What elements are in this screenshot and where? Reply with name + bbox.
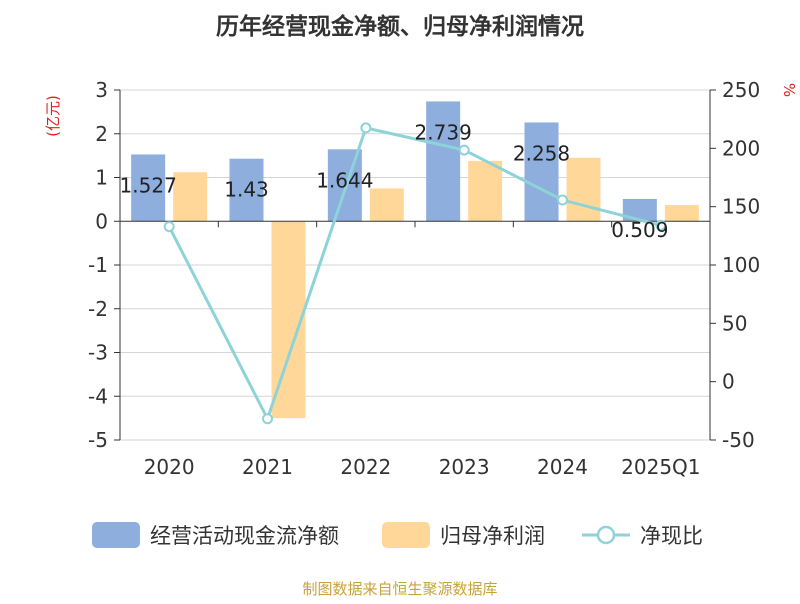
x-tick-label: 2020 xyxy=(144,455,195,479)
y-left-tick-label: -4 xyxy=(88,384,108,408)
y-right-tick-label: 100 xyxy=(722,253,760,277)
legend-swatch xyxy=(92,522,140,548)
bar-operating-cash-flow xyxy=(622,198,657,222)
bars xyxy=(131,101,699,419)
x-tick-label: 2024 xyxy=(537,455,588,479)
y-axis-left-label: (亿元) xyxy=(44,95,62,137)
y-left-tick-label: 2 xyxy=(95,122,108,146)
data-labels: 1.527 1.43 1.644 2.739 2.258 0.509 xyxy=(120,120,669,242)
grid-lines xyxy=(120,89,710,441)
legend-marker xyxy=(596,525,616,545)
bar-operating-cash-flow xyxy=(327,149,362,222)
legend-label: 净现比 xyxy=(640,524,703,548)
axes: 3 2 1 0 -1 -2 -3 -4 -5 250 200 150 100 50 0 -50 2020 2021… xyxy=(88,78,760,479)
y-left-tick-label: -3 xyxy=(88,341,108,365)
y-right-tick-label: 200 xyxy=(722,136,760,160)
ratio-line xyxy=(163,122,667,425)
bar-value-label: 1.644 xyxy=(316,168,373,192)
ratio-point xyxy=(458,144,470,156)
bar-value-label: 1.43 xyxy=(224,178,269,202)
bar-net-profit xyxy=(664,205,699,222)
bar-operating-cash-flow xyxy=(524,122,559,222)
y-right-tick-label: 50 xyxy=(722,311,747,335)
ratio-point xyxy=(557,194,568,206)
x-tick-label: 2023 xyxy=(439,455,490,479)
y-right-tick-label: 0 xyxy=(722,370,735,394)
bar-value-label: 2.739 xyxy=(415,120,472,144)
y-left-tick-label: 1 xyxy=(95,166,108,190)
y-right-tick-label: 250 xyxy=(722,78,760,102)
x-tick-label: 2021 xyxy=(242,455,293,479)
y-left-tick-label: -1 xyxy=(88,253,108,277)
x-tick-label: 2022 xyxy=(340,455,391,479)
y-right-tick-label: -50 xyxy=(722,428,755,452)
legend-item[interactable]: 归母净利润 xyxy=(382,522,545,548)
y-left-tick-label: -5 xyxy=(88,428,108,452)
bar-net-profit xyxy=(369,188,404,222)
x-tick-label: 2025Q1 xyxy=(621,455,700,479)
ratio-point xyxy=(262,413,273,425)
source-note: 制图数据来自恒生聚源数据库 xyxy=(302,580,497,598)
bar-operating-cash-flow xyxy=(131,154,166,222)
y-right-tick-label: 150 xyxy=(722,195,760,219)
bar-net-profit xyxy=(173,172,208,222)
legend-label: 归母净利润 xyxy=(440,524,545,548)
ratio-point xyxy=(360,122,372,134)
ratio-line-path xyxy=(167,126,662,423)
y-left-tick-label: 0 xyxy=(95,209,108,233)
legend-swatch xyxy=(382,522,430,548)
legend-label: 经营活动现金流净额 xyxy=(150,524,339,548)
bar-operating-cash-flow xyxy=(426,101,461,222)
bar-value-label: 2.258 xyxy=(513,141,570,165)
legend-item[interactable]: 净现比 xyxy=(582,524,703,548)
bar-operating-cash-flow xyxy=(229,158,264,222)
legend-item[interactable]: 经营活动现金流净额 xyxy=(92,522,339,548)
legend[interactable]: 经营活动现金流净额 归母净利润 净现比 xyxy=(92,522,703,548)
y-left-tick-label: -2 xyxy=(88,297,108,321)
bar-net-profit xyxy=(566,157,601,222)
ratio-point xyxy=(655,219,667,231)
y-left-tick-label: 3 xyxy=(95,78,108,102)
chart-title: 历年经营现金净额、归母净利润情况 xyxy=(216,13,584,40)
ratio-point xyxy=(163,221,175,233)
bar-value-label: 0.509 xyxy=(611,218,668,242)
y-axis-right-label: % xyxy=(780,83,798,97)
bar-value-label: 1.527 xyxy=(120,173,177,197)
bar-net-profit xyxy=(468,160,503,222)
